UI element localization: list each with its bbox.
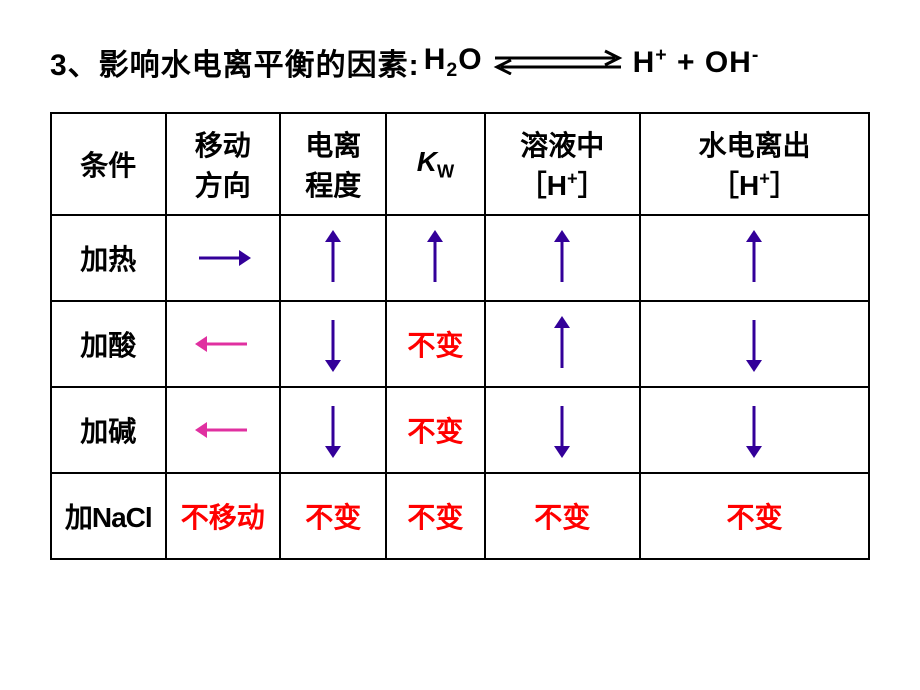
cell-arrow: [386, 215, 484, 301]
row-label-nacl: 加NaCl: [51, 473, 166, 559]
cell-unchanged: 不变: [386, 473, 484, 559]
row-label-heat: 加热: [51, 215, 166, 301]
r4-pre: 加: [65, 502, 92, 533]
cell-arrow: [166, 215, 281, 301]
arrow-down-icon: [319, 402, 347, 458]
arrow-left-icon: [195, 330, 251, 358]
table-header-row: 条件 移动 方向 电离 程度 KW 溶液中 ［H+］ 水电离出: [51, 113, 869, 215]
eq-sub2: 2: [446, 59, 458, 81]
table-row: 加碱 不变: [51, 387, 869, 473]
eq-h2o: H2O: [424, 43, 483, 82]
r4-nacl: NaCl: [92, 502, 152, 533]
arrow-down-icon: [319, 316, 347, 372]
equilibrium-arrow-icon: [493, 49, 623, 75]
arrow-up-icon: [319, 230, 347, 286]
col-solution-hplus: 溶液中 ［H+］: [485, 113, 640, 215]
c6-l2: ［H: [711, 170, 759, 201]
c5-sup: +: [567, 169, 578, 189]
c3-l2: 程度: [305, 170, 361, 201]
col-condition: 条件: [51, 113, 166, 215]
kw-k: K: [417, 146, 437, 177]
cell-unchanged: 不变: [485, 473, 640, 559]
c6-close: ］: [770, 170, 798, 201]
table-row: 加酸 不变: [51, 301, 869, 387]
col-water-hplus: 水电离出 ［H+］: [640, 113, 869, 215]
cell-arrow: [166, 387, 281, 473]
c6-l1: 水电离出: [698, 130, 810, 161]
eq-h: H: [424, 43, 447, 76]
cell-no-move: 不移动: [166, 473, 281, 559]
eq-o: O: [458, 43, 482, 76]
c2-l1: 移动: [195, 130, 251, 161]
eq-plus1: +: [655, 44, 667, 66]
cell-unchanged: 不变: [640, 473, 869, 559]
c3-l1: 电离: [305, 130, 361, 161]
cell-unchanged: 不变: [280, 473, 386, 559]
eq-minus: -: [752, 44, 760, 66]
cell-arrow: [640, 301, 869, 387]
cell-arrow: [640, 215, 869, 301]
row-label-acid: 加酸: [51, 301, 166, 387]
col-ionization-degree: 电离 程度: [280, 113, 386, 215]
eq-products: H+ + OH-: [633, 44, 760, 80]
arrow-left-icon: [195, 416, 251, 444]
arrow-up-icon: [548, 316, 576, 372]
cell-unchanged: 不变: [386, 301, 484, 387]
eq-h2: H: [633, 46, 656, 79]
c6-sup: +: [759, 169, 770, 189]
row-label-base: 加碱: [51, 387, 166, 473]
arrow-up-icon: [548, 230, 576, 286]
arrow-up-icon: [740, 230, 768, 286]
slide-root: 3、影响水电离平衡的因素: H2O H+ + OH-: [0, 0, 920, 690]
title-prefix: 3、影响水电离平衡的因素:: [50, 40, 420, 84]
arrow-down-icon: [740, 316, 768, 372]
cell-unchanged: 不变: [386, 387, 484, 473]
col-shift-direction: 移动 方向: [166, 113, 281, 215]
eq-oh: OH: [705, 46, 752, 79]
c5-l1: 溶液中: [520, 130, 604, 161]
table-row: 加NaCl 不移动 不变 不变 不变 不变: [51, 473, 869, 559]
arrow-down-icon: [740, 402, 768, 458]
title-equation: H2O H+ + OH-: [424, 43, 760, 82]
c5-l2: ［H: [519, 170, 567, 201]
arrow-down-icon: [548, 402, 576, 458]
cell-arrow: [166, 301, 281, 387]
slide-title: 3、影响水电离平衡的因素: H2O H+ + OH-: [50, 40, 870, 84]
cell-arrow: [640, 387, 869, 473]
cell-arrow: [280, 387, 386, 473]
cell-arrow: [280, 215, 386, 301]
c2-l2: 方向: [195, 170, 251, 201]
kw-w: W: [437, 161, 454, 181]
cell-arrow: [485, 215, 640, 301]
eq-join: +: [668, 46, 705, 79]
arrow-right-icon: [195, 244, 251, 272]
col-kw: KW: [386, 113, 484, 215]
table-row: 加热: [51, 215, 869, 301]
cell-arrow: [280, 301, 386, 387]
cell-arrow: [485, 301, 640, 387]
arrow-up-icon: [421, 230, 449, 286]
factors-table: 条件 移动 方向 电离 程度 KW 溶液中 ［H+］ 水电离出: [50, 112, 870, 560]
c5-close: ］: [578, 170, 606, 201]
cell-arrow: [485, 387, 640, 473]
